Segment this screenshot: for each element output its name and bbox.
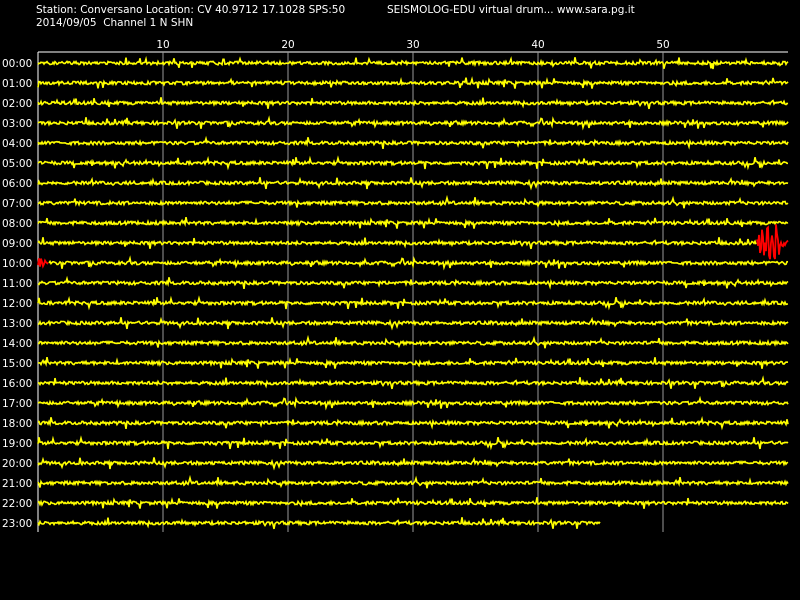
hour-trace: [37, 435, 789, 451]
hour-label: 07:00: [2, 198, 32, 210]
x-tick-label: 40: [531, 39, 544, 51]
hour-trace: [37, 97, 789, 110]
hour-trace: [37, 237, 757, 250]
hour-label: 16:00: [2, 378, 32, 390]
hour-label: 21:00: [2, 478, 32, 490]
hour-label: 06:00: [2, 178, 32, 190]
hour-trace: [37, 194, 789, 209]
hour-trace: [37, 76, 789, 89]
traces-layer: [37, 55, 789, 530]
hour-label: 03:00: [2, 118, 32, 130]
hour-label: 01:00: [2, 78, 32, 90]
grid-layer: [37, 51, 788, 532]
x-tick-label: 50: [656, 39, 669, 51]
hour-trace: [37, 55, 789, 70]
hour-trace: [37, 395, 789, 411]
hour-trace: [37, 356, 789, 369]
program-title: SEISMOLOG-EDU virtual drum... www.sara.p…: [387, 4, 635, 16]
hour-label: 00:00: [2, 58, 32, 70]
hour-trace: [37, 474, 789, 489]
labels-layer: 10 20 30 40 50 00:00 01:00 02:00 03:00 04:00 05:00…: [2, 39, 670, 530]
hour-trace: [37, 375, 789, 390]
hour-trace: [37, 517, 601, 530]
event-trace: [37, 258, 49, 269]
hour-label: 11:00: [2, 278, 32, 290]
hour-trace: [37, 216, 789, 229]
hour-label: 13:00: [2, 318, 32, 330]
event-trace: [756, 224, 789, 260]
hour-label: 04:00: [2, 138, 32, 150]
hour-trace: [48, 255, 789, 271]
hour-trace: [37, 295, 789, 311]
x-tick-label: 30: [406, 39, 419, 51]
hour-label: 08:00: [2, 218, 32, 230]
station-info: Station: Conversano Location: CV 40.9712…: [36, 4, 346, 16]
hour-trace: [37, 135, 789, 150]
hour-trace: [37, 176, 789, 191]
hour-label: 19:00: [2, 438, 32, 450]
date-channel-info: 2014/09/05 Channel 1 N SHN: [36, 17, 194, 29]
hour-label: 15:00: [2, 358, 32, 370]
hour-trace: [37, 155, 788, 171]
hour-label: 09:00: [2, 238, 32, 250]
hour-trace: [37, 115, 789, 131]
hour-label: 10:00: [2, 258, 32, 270]
hour-label: 22:00: [2, 498, 32, 510]
hour-trace: [37, 334, 789, 349]
hour-label: 23:00: [2, 518, 32, 530]
hour-label: 17:00: [2, 398, 32, 410]
hour-trace: [37, 456, 789, 471]
hour-label: 02:00: [2, 98, 32, 110]
x-tick-label: 20: [281, 39, 294, 51]
hour-trace: [37, 416, 789, 431]
hour-label: 12:00: [2, 298, 32, 310]
hour-label: 05:00: [2, 158, 32, 170]
hour-label: 18:00: [2, 418, 32, 430]
x-tick-label: 10: [156, 39, 169, 51]
hour-trace: [37, 316, 789, 331]
hour-label: 14:00: [2, 338, 32, 350]
hour-trace: [37, 496, 789, 509]
hour-label: 20:00: [2, 458, 32, 470]
hour-trace: [37, 275, 789, 290]
